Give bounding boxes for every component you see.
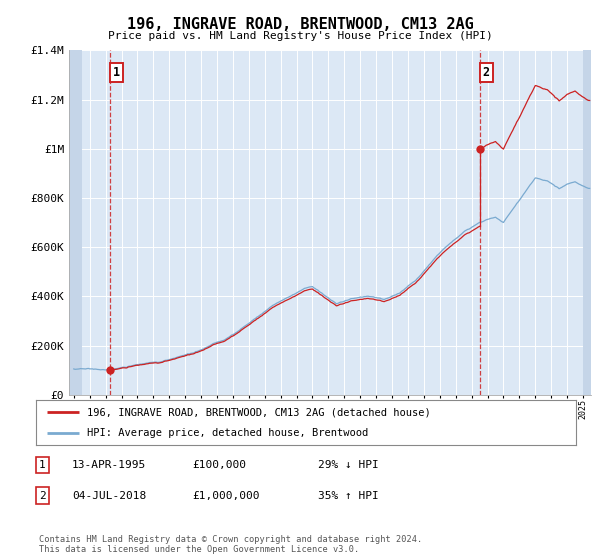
Text: HPI: Average price, detached house, Brentwood: HPI: Average price, detached house, Bren…	[88, 428, 368, 438]
Text: 196, INGRAVE ROAD, BRENTWOOD, CM13 2AG: 196, INGRAVE ROAD, BRENTWOOD, CM13 2AG	[127, 17, 473, 32]
Bar	[583, 50, 591, 395]
Text: 2: 2	[39, 491, 46, 501]
Bar	[69, 50, 82, 395]
Text: 29% ↓ HPI: 29% ↓ HPI	[318, 460, 379, 470]
Text: 1: 1	[113, 66, 119, 79]
Text: £1,000,000: £1,000,000	[192, 491, 260, 501]
Text: 196, INGRAVE ROAD, BRENTWOOD, CM13 2AG (detached house): 196, INGRAVE ROAD, BRENTWOOD, CM13 2AG (…	[88, 408, 431, 418]
Text: 1: 1	[39, 460, 46, 470]
Text: £100,000: £100,000	[192, 460, 246, 470]
Text: 2: 2	[482, 66, 490, 79]
Text: Price paid vs. HM Land Registry's House Price Index (HPI): Price paid vs. HM Land Registry's House …	[107, 31, 493, 41]
Text: 04-JUL-2018: 04-JUL-2018	[72, 491, 146, 501]
Text: 35% ↑ HPI: 35% ↑ HPI	[318, 491, 379, 501]
Text: Contains HM Land Registry data © Crown copyright and database right 2024.
This d: Contains HM Land Registry data © Crown c…	[39, 535, 422, 554]
Text: 13-APR-1995: 13-APR-1995	[72, 460, 146, 470]
